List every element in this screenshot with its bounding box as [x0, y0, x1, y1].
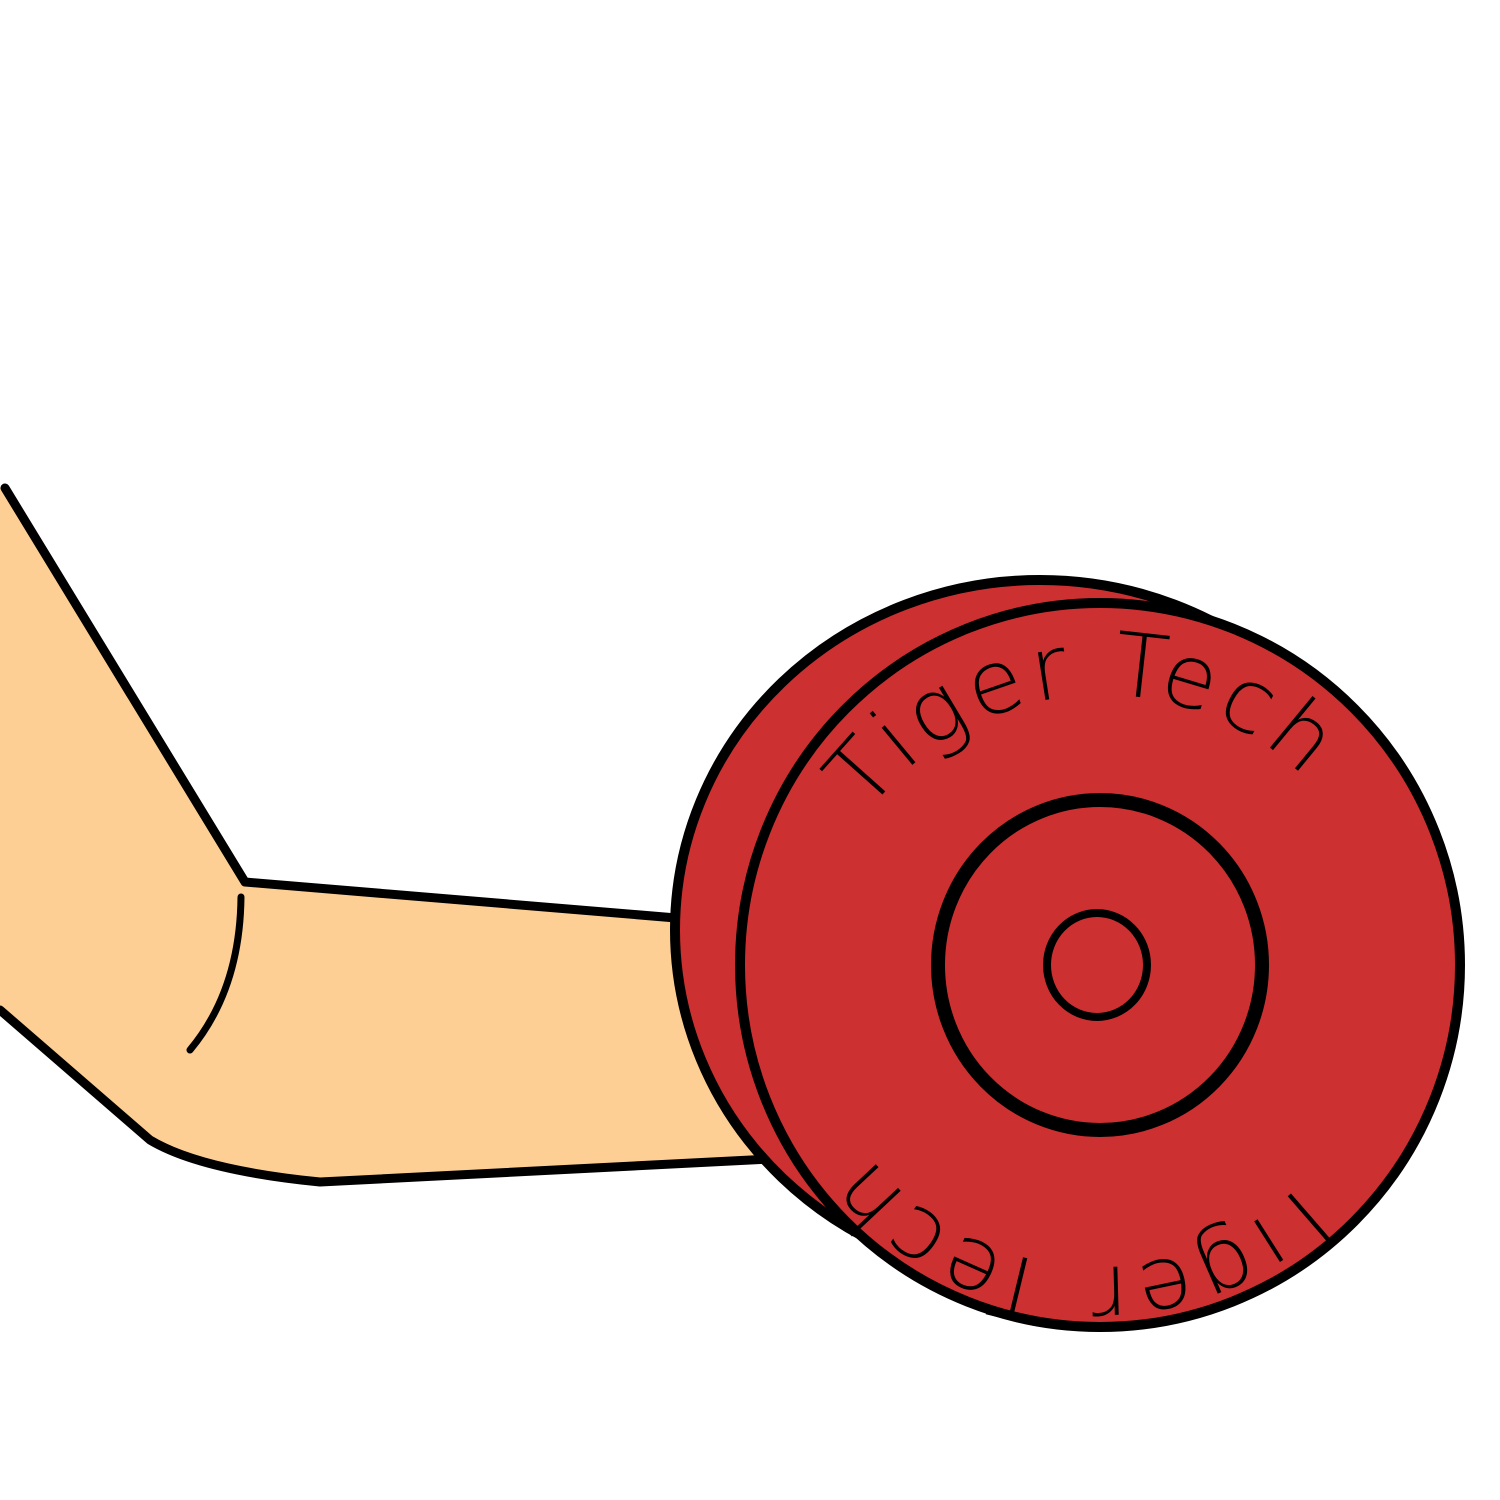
- arm: [0, 483, 795, 1187]
- elbow-crease: [186, 893, 245, 1054]
- arm-shape: [0, 488, 790, 1182]
- arm-upper-outline: [0, 483, 765, 930]
- dumbbell-plates: Tiger Tech Tiger Tech: [670, 575, 1465, 1350]
- arm-lower-outline: [0, 1005, 795, 1187]
- plate-center-hole: [1043, 909, 1151, 1021]
